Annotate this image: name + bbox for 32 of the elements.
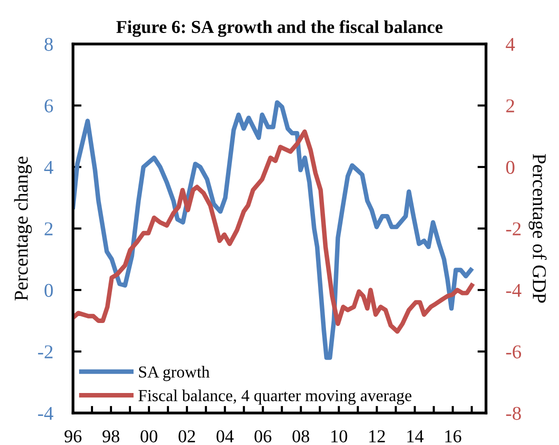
chart-title: Figure 6: SA growth and the fiscal balance	[116, 20, 442, 37]
x-tick-label: 02	[178, 430, 195, 442]
line-series	[73, 129, 474, 334]
y2-tick-label: 2	[506, 99, 514, 112]
x-tick-label: 08	[292, 430, 310, 442]
y2-tick-label: 4	[506, 38, 515, 51]
y-tick-label: -4	[38, 406, 54, 420]
x-tick-label: 98	[102, 430, 120, 442]
x-tick-label: 00	[140, 430, 158, 442]
y-axis-title: Percentage change	[14, 156, 32, 301]
y2-tick-label: -4	[506, 284, 522, 297]
y-tick-label: 4	[44, 160, 54, 174]
x-tick-label: 10	[331, 430, 348, 442]
x-tick-label: 04	[216, 430, 234, 442]
y-tick-label: -2	[38, 345, 52, 358]
y2-tick-label: -6	[506, 345, 522, 358]
x-tick-label: 06	[254, 430, 272, 442]
line-series	[73, 100, 474, 360]
legend-label: Fiscal balance, 4 quarter moving average	[138, 390, 412, 405]
y2-tick-label: -2	[506, 222, 521, 236]
y2-axis-title: Percentage of GDP	[528, 154, 547, 303]
y-tick-label: 0	[44, 284, 53, 297]
x-tick-label: 14	[407, 430, 424, 442]
legend-label: SA growth	[139, 366, 210, 382]
x-tick-label: 12	[369, 430, 385, 442]
y2-tick-label: -8	[506, 406, 521, 420]
x-tick-label: 96	[64, 430, 82, 442]
y-tick-label: 8	[44, 38, 53, 51]
y2-tick-label: 0	[506, 160, 514, 174]
x-tick-label: 16	[445, 430, 462, 442]
y-tick-label: 2	[44, 222, 52, 236]
y-tick-label: 6	[44, 99, 53, 112]
